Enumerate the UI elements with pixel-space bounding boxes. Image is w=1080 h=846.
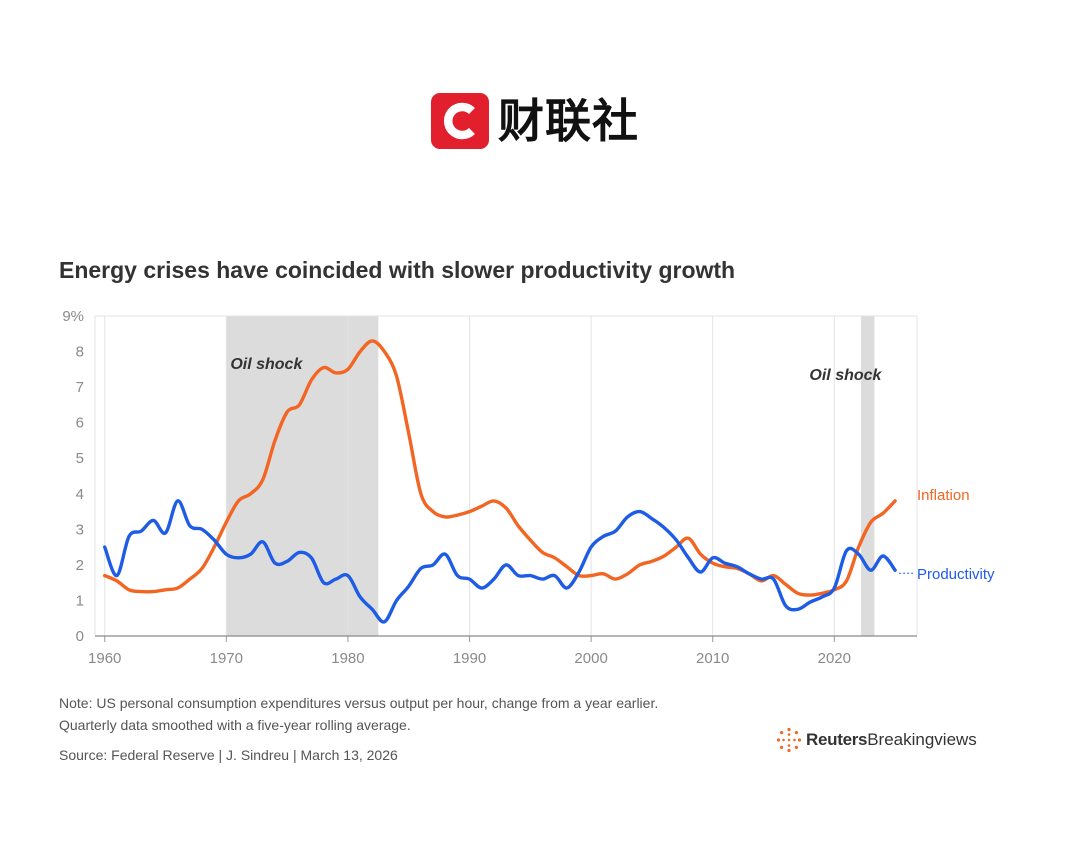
reuters-brand-regular: Breakingviews (867, 730, 977, 749)
y-tick-label-0: 0 (76, 628, 84, 645)
cls-logo-badge (431, 93, 489, 149)
logo-text: 财联社 (498, 94, 639, 148)
y-tick-label-1: 1 (76, 592, 84, 609)
y-tick-label-4: 4 (76, 486, 84, 503)
reuters-breakingviews-logo: ReutersBreakingviews (776, 727, 977, 753)
x-tick-label-3: 1990 (453, 650, 486, 667)
reuters-brand-text: ReutersBreakingviews (806, 730, 977, 750)
x-tick-label-0: 1960 (88, 650, 121, 667)
series-label-productivity: Productivity (917, 566, 995, 583)
series-line-productivity (103, 499, 897, 624)
y-tick-label-8: 8 (76, 344, 84, 361)
x-tick-label-5: 2010 (696, 650, 729, 667)
shaded-period-label-1: Oil shock (809, 367, 882, 384)
chart-note-line2: Quarterly data smoothed with a five-year… (59, 717, 411, 733)
x-tick-label-2: 1980 (331, 650, 364, 667)
c-letter-icon (443, 102, 475, 140)
x-tick-label-6: 2020 (818, 650, 851, 667)
y-tick-label-9: 9% (62, 308, 84, 325)
shaded-period-label-0: Oil shock (230, 356, 303, 373)
x-tick-label-4: 2000 (574, 650, 607, 667)
y-tick-label-2: 2 (76, 557, 84, 574)
reuters-brand-bold: Reuters (806, 730, 868, 749)
series-line-inflation (103, 339, 897, 597)
y-tick-label-6: 6 (76, 415, 84, 432)
chart-note-line1: Note: US personal consumption expenditur… (59, 695, 659, 711)
y-tick-label-5: 5 (76, 450, 84, 467)
reuters-dots-icon (776, 727, 802, 753)
shaded-period-1 (861, 316, 875, 636)
x-tick-label-1: 1970 (210, 650, 243, 667)
y-tick-label-3: 3 (76, 521, 84, 538)
line-chart: 1960 1970 1980 1990 2000 2010 2020 0 1 2 3 4 5 6 7 8 9% O… (62, 308, 995, 667)
series-label-inflation: Inflation (917, 487, 970, 504)
y-tick-label-7: 7 (76, 379, 84, 396)
chart-title: Energy crises have coincided with slower… (59, 257, 736, 283)
chart-source: Source: Federal Reserve | J. Sindreu | M… (59, 747, 398, 763)
cls-logo: 财联社 (431, 92, 639, 150)
